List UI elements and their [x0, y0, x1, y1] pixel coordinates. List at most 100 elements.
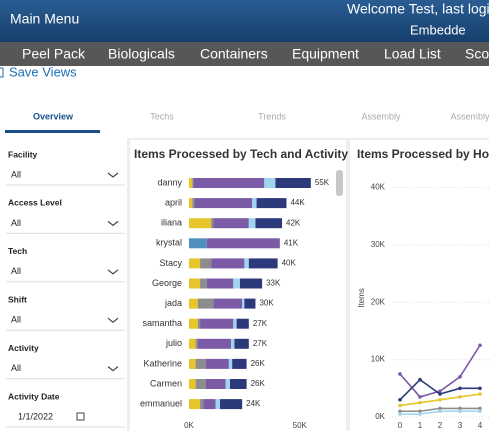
- tab-underline: [5, 130, 100, 133]
- bar-segment: [189, 238, 207, 249]
- bar-segment: [200, 399, 204, 410]
- filter-label: Activity: [8, 343, 39, 353]
- y-tick-label: 0K: [375, 412, 385, 421]
- line-point: [478, 343, 482, 348]
- chevron[interactable]: [107, 317, 119, 323]
- category-label: Stacy: [159, 258, 182, 268]
- bar-segment: [189, 218, 212, 229]
- tab[interactable]: Assembly: [450, 111, 489, 121]
- total-label: 42K: [286, 218, 301, 227]
- nav-item[interactable]: Equipment: [292, 46, 359, 62]
- total-label: 26K: [251, 379, 266, 388]
- bar-segment: [189, 399, 201, 410]
- category-label: julio: [165, 338, 182, 348]
- bar-segment: [192, 198, 195, 209]
- filter-value[interactable]: All: [11, 169, 21, 179]
- bar-segment: [233, 278, 240, 289]
- filter-value[interactable]: All: [11, 266, 21, 276]
- line-point: [398, 403, 402, 408]
- tab[interactable]: Assembly: [361, 111, 401, 121]
- chevron[interactable]: [107, 220, 119, 227]
- y-tick-label: 10K: [371, 355, 386, 364]
- bar-segment: [195, 379, 206, 389]
- total-label: 41K: [284, 238, 299, 247]
- bar-segment: [213, 298, 243, 309]
- filter-label: Facility: [8, 149, 38, 159]
- line-point: [438, 392, 442, 396]
- line-point: [418, 395, 422, 399]
- total-label: 27K: [253, 319, 268, 328]
- bar-segment: [236, 318, 249, 329]
- bar-segment: [195, 358, 206, 369]
- category-label: samantha: [142, 318, 182, 328]
- category-label: emmanuel: [140, 398, 182, 408]
- category-label: George: [152, 278, 182, 288]
- bar-segment: [192, 178, 194, 188]
- save-views[interactable]: Save Views: [9, 64, 77, 79]
- chevron[interactable]: [107, 172, 119, 178]
- y-tick-label: 30K: [371, 240, 386, 249]
- bar-segment: [189, 198, 193, 209]
- filter-label: Activity Date: [8, 391, 60, 401]
- header-title[interactable]: Main Menu: [10, 11, 79, 27]
- bar-segment: [194, 198, 253, 209]
- line-point: [398, 409, 402, 414]
- line-point: [478, 392, 482, 396]
- bar-segment: [189, 379, 196, 389]
- scrollbar[interactable]: [336, 170, 343, 196]
- line-point: [458, 395, 462, 399]
- category-label: iliana: [161, 218, 182, 228]
- filter-value[interactable]: 1/1/2022: [18, 411, 53, 421]
- calendar-icon[interactable]: [76, 412, 85, 421]
- filter-value[interactable]: All: [11, 315, 21, 325]
- bar-segment: [197, 338, 232, 349]
- nav-item[interactable]: Biologicals: [108, 46, 175, 62]
- y-tick-label: 20K: [371, 297, 386, 306]
- tab[interactable]: Techs: [150, 111, 174, 121]
- bar-segment: [215, 399, 221, 410]
- category-label: krystal: [156, 238, 182, 248]
- nav-item[interactable]: Containers: [200, 46, 268, 62]
- nav-item[interactable]: Sco: [465, 46, 489, 62]
- bar-segment: [211, 218, 214, 229]
- welcome-text: Welcome Test, last login: [347, 1, 489, 17]
- total-label: 30K: [259, 299, 274, 308]
- filter-value[interactable]: All: [11, 363, 21, 373]
- line-chart-title: Items Processed by Hou: [357, 147, 489, 161]
- tab[interactable]: Trends: [258, 111, 286, 121]
- category-label: danny: [157, 177, 182, 187]
- nav-bar: [0, 42, 489, 66]
- bar-segment: [205, 379, 226, 389]
- chevron[interactable]: [107, 269, 119, 275]
- bar-segment: [189, 318, 198, 329]
- bar-segment: [206, 238, 280, 249]
- total-label: 55K: [315, 178, 330, 187]
- bar-segment: [200, 318, 234, 329]
- y-axis-label: Items: [357, 288, 366, 308]
- line-point: [478, 406, 482, 411]
- bar-segment: [256, 198, 287, 209]
- tab[interactable]: Overview: [33, 111, 74, 121]
- save-icon[interactable]: [0, 67, 4, 78]
- bar-segment: [255, 218, 283, 229]
- bar-segment: [231, 338, 235, 349]
- filter-value[interactable]: All: [11, 218, 21, 228]
- line-point: [398, 372, 402, 376]
- line-point: [398, 412, 402, 416]
- line-point: [458, 409, 462, 414]
- chevron[interactable]: [107, 366, 119, 372]
- bar-segment: [248, 258, 278, 269]
- bar-segment: [195, 338, 198, 349]
- nav-item[interactable]: Peel Pack: [22, 46, 86, 62]
- bar-segment: [189, 338, 196, 349]
- bar-segment: [206, 278, 234, 289]
- bar-segment: [228, 358, 233, 369]
- category-label: jada: [164, 298, 182, 308]
- bar-segment: [189, 298, 198, 309]
- total-label: 26K: [251, 359, 266, 368]
- bar-segment: [189, 358, 196, 369]
- line-point: [418, 400, 422, 405]
- nav-item[interactable]: Load List: [384, 46, 441, 62]
- bar-segment: [197, 318, 201, 329]
- total-label: 33K: [266, 279, 281, 288]
